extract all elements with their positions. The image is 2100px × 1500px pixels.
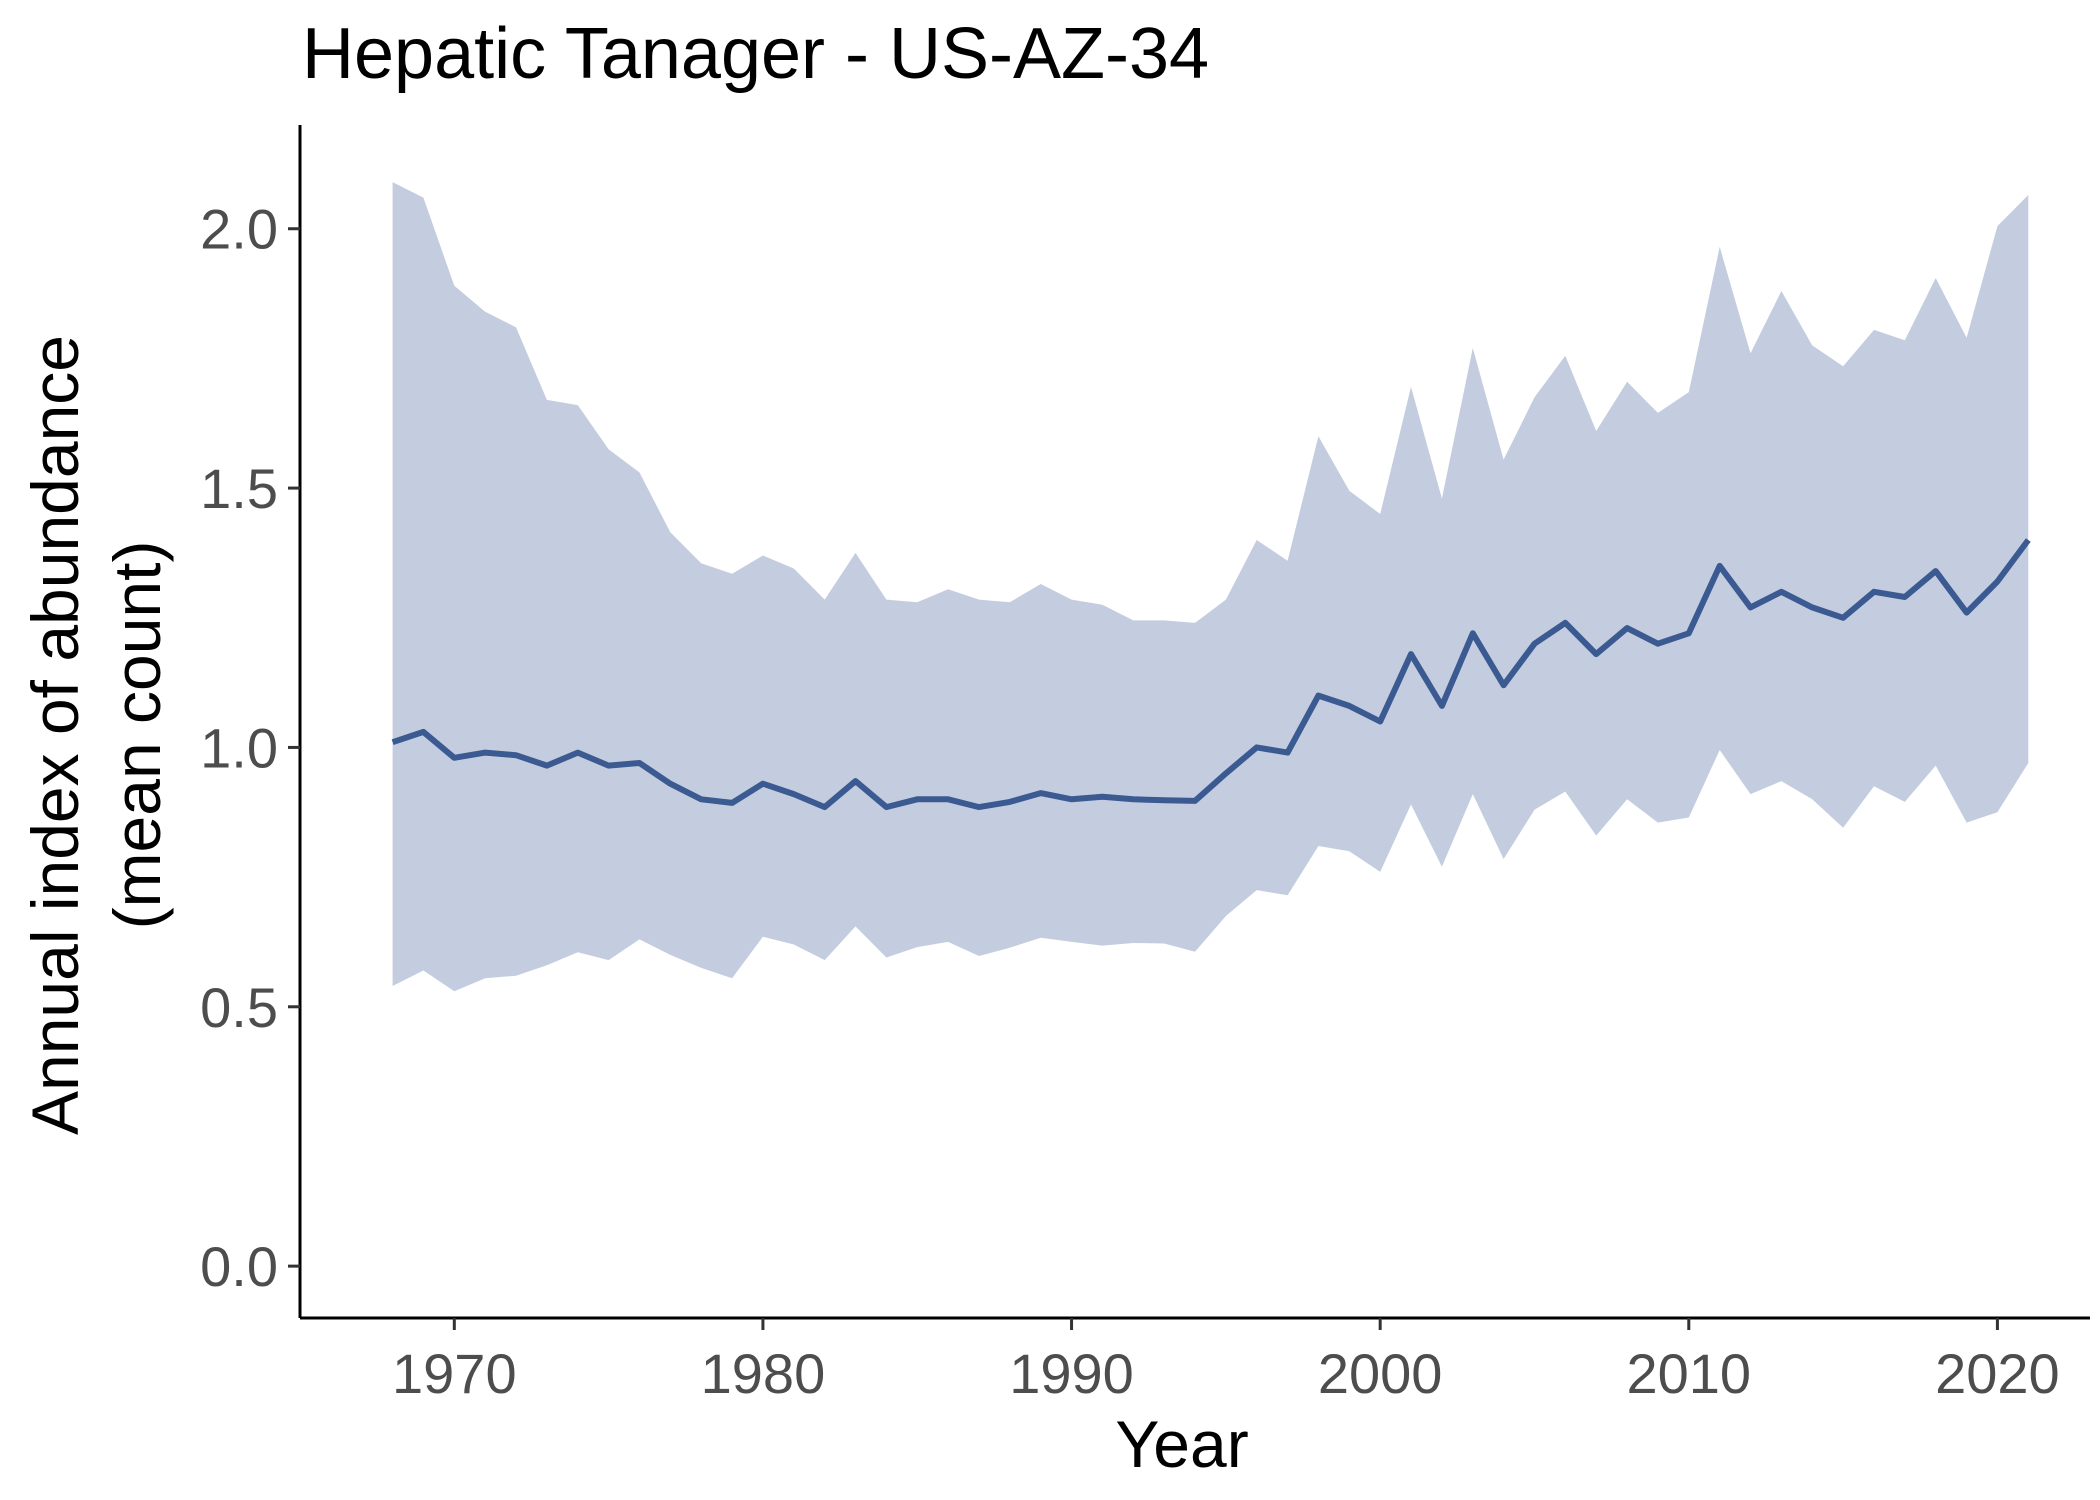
confidence-band [392, 182, 2029, 992]
axes-layer [298, 125, 2090, 1320]
y-tick-label: 1.0 [200, 716, 278, 779]
x-tick-label: 1970 [392, 1342, 517, 1405]
x-tick-label: 1990 [1009, 1342, 1134, 1405]
confidence-band-layer [392, 182, 2029, 992]
y-tick-label: 0.5 [200, 976, 278, 1039]
y-axis-title-line-2: (mean count) [100, 541, 174, 930]
trend-line-layer [391, 538, 2031, 811]
x-tick-label: 2010 [1627, 1342, 1752, 1405]
x-tick-label: 2020 [1935, 1342, 2060, 1405]
y-tick-label: 1.5 [200, 457, 278, 520]
x-axis-title: Year [1115, 1407, 1248, 1481]
y-tick-label: 2.0 [200, 198, 278, 261]
x-tick-label: 2000 [1318, 1342, 1443, 1405]
trend-line [391, 538, 2031, 811]
x-tick-label: 1980 [701, 1342, 826, 1405]
chart-title: Hepatic Tanager - US-AZ-34 [302, 14, 1210, 94]
y-tick-label: 0.0 [200, 1235, 278, 1298]
ticks-layer: 0.0 0.5 1.0 1.5 2.0 1970 1980 1990 2000 2010 2020 [200, 198, 2060, 1405]
y-axis-title-line-1: Annual index of abundance [18, 335, 92, 1135]
